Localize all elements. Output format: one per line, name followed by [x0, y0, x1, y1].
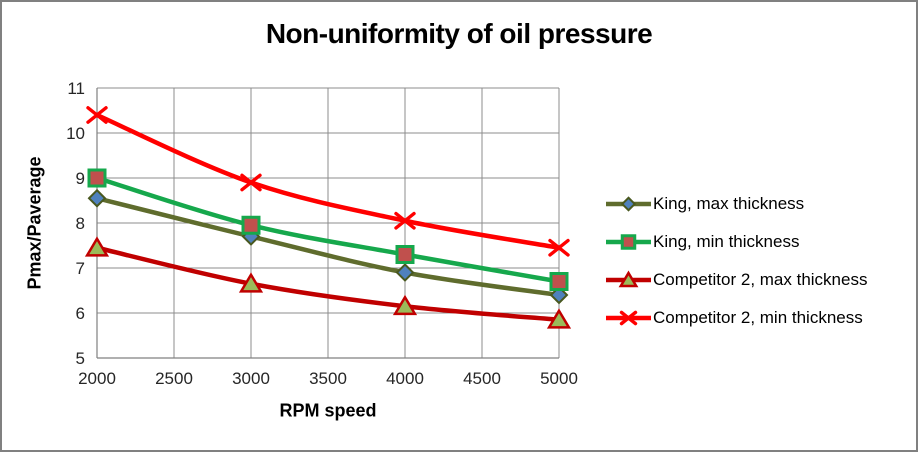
x-tick-label: 4000 [386, 369, 424, 388]
legend-label: King, max thickness [653, 194, 805, 213]
legend-label: King, min thickness [653, 232, 800, 251]
series-line-4 [94, 112, 562, 250]
y-tick-label: 9 [76, 169, 85, 188]
x-axis-title: RPM speed [279, 400, 377, 421]
legend-key-icon [606, 270, 651, 288]
x-marker-icon [86, 106, 108, 124]
y-tick-label: 5 [76, 349, 85, 368]
diamond-marker-icon [620, 196, 637, 212]
y-tick-label: 8 [76, 214, 85, 233]
x-tick-label: 4500 [463, 369, 501, 388]
x-tick-label: 3500 [309, 369, 347, 388]
y-tick-label: 10 [66, 124, 85, 143]
legend-item: King, max thickness [605, 185, 867, 223]
square-marker-icon [241, 215, 261, 235]
legend-item: Competitor 2, min thickness [605, 299, 867, 337]
x-marker-icon [548, 238, 570, 257]
x-tick-label: 2000 [78, 369, 116, 388]
y-axis-title: Pmax/Paverage [24, 156, 45, 290]
x-marker-icon [619, 310, 638, 326]
x-marker-icon [240, 173, 262, 192]
triangle-marker-icon [618, 270, 639, 288]
x-tick-label: 2500 [155, 369, 193, 388]
diamond-marker-icon [87, 188, 107, 208]
series-line-2 [94, 175, 562, 284]
legend-label: Competitor 2, max thickness [653, 270, 868, 289]
y-tick-label: 11 [67, 79, 85, 98]
x-marker-icon [394, 211, 416, 230]
legend-key-icon [606, 196, 651, 212]
legend: King, max thickness King, min thickness Co… [605, 185, 867, 337]
legend-key-icon [606, 310, 651, 326]
legend-item: Competitor 2, max thickness [605, 261, 867, 299]
legend-item: King, min thickness [605, 223, 867, 261]
triangle-marker-icon [238, 272, 264, 293]
square-marker-icon [620, 234, 637, 250]
diamond-marker-icon [395, 263, 415, 282]
square-marker-icon [395, 245, 415, 264]
square-marker-icon [549, 272, 569, 291]
series-line-3 [94, 245, 562, 322]
x-tick-label: 3000 [232, 369, 270, 388]
series-line-1 [94, 196, 562, 298]
triangle-marker-icon [84, 236, 110, 257]
chart-title: Non-uniformity of oil pressure [265, 18, 653, 49]
triangle-marker-icon [392, 294, 418, 316]
square-marker-icon [87, 168, 107, 188]
triangle-marker-icon [546, 308, 572, 329]
y-tick-label: 6 [76, 304, 85, 323]
x-tick-label: 5000 [540, 369, 578, 388]
y-tick-label: 7 [76, 259, 85, 278]
legend-key-icon [606, 234, 651, 250]
legend-label: Competitor 2, min thickness [653, 308, 863, 327]
